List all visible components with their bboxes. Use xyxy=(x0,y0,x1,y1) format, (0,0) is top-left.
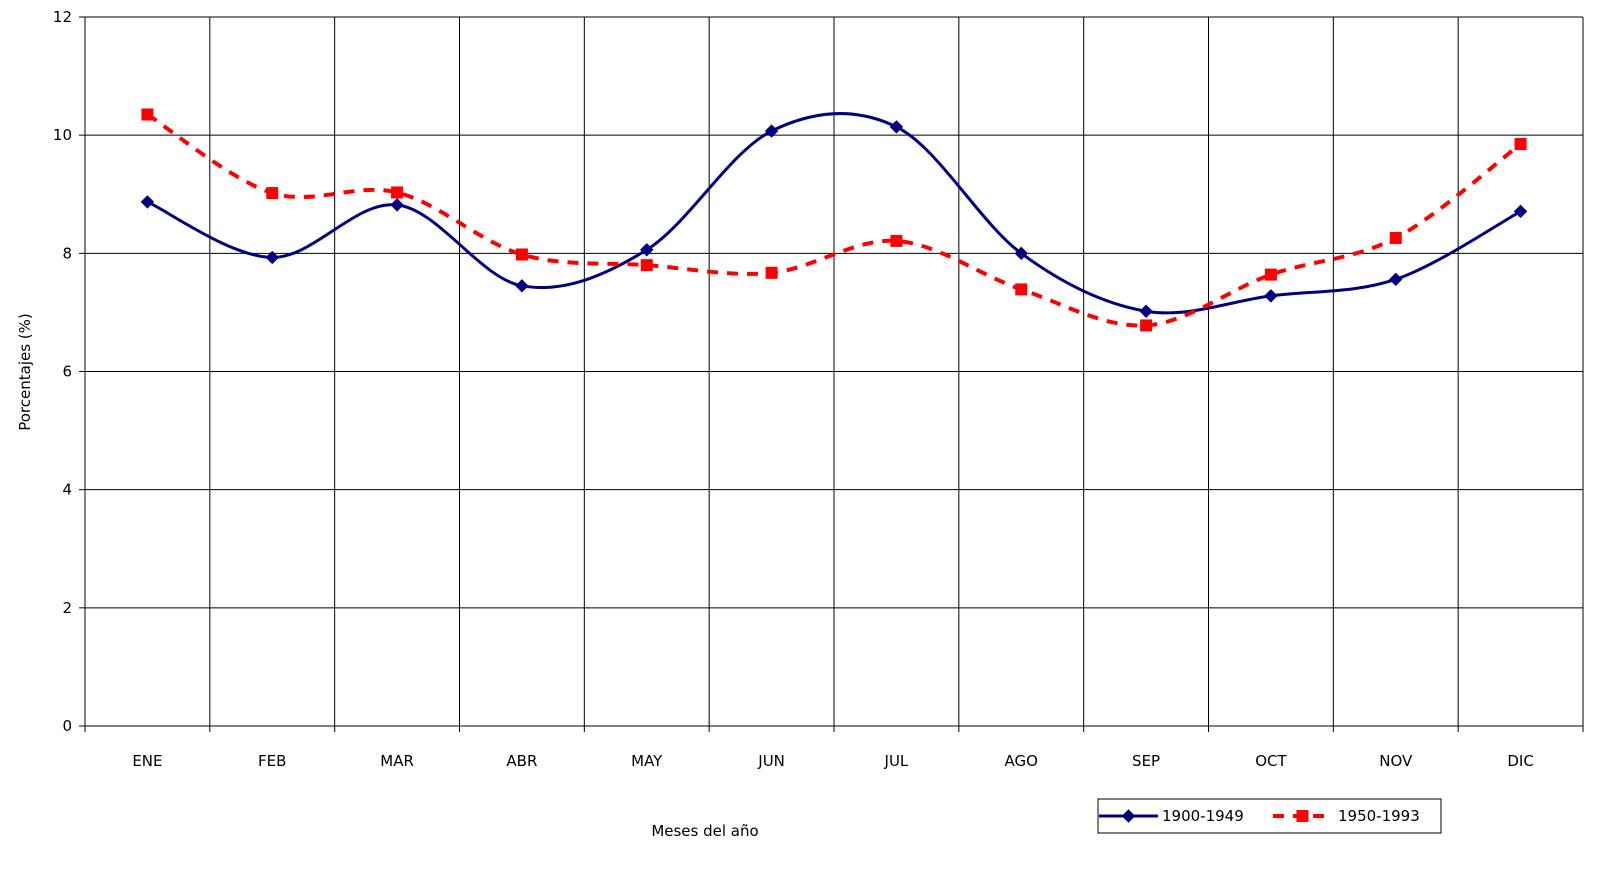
legend: 1900-1949 1950-1993 xyxy=(1097,798,1442,834)
data-point xyxy=(640,259,653,272)
data-point xyxy=(765,266,778,279)
x-tick-label: MAR xyxy=(380,752,414,770)
data-point xyxy=(140,195,155,209)
data-point xyxy=(890,234,903,247)
y-tick-label: 0 xyxy=(62,717,72,735)
x-tick-label: AGO xyxy=(1005,752,1038,770)
y-tick-label: 10 xyxy=(53,126,72,144)
data-point xyxy=(1139,304,1153,318)
legend-entry: 1950-1993 xyxy=(1273,807,1420,825)
data-point xyxy=(265,250,279,265)
legend-marker xyxy=(1296,810,1309,822)
series-1950-1993 xyxy=(141,108,1527,332)
x-tick-label: JUN xyxy=(757,752,785,770)
y-tick-labels: 0 2 4 6 8 10 12 xyxy=(53,8,72,735)
data-point xyxy=(1389,231,1402,244)
data-point xyxy=(515,279,529,293)
y-tick-label: 12 xyxy=(53,8,72,26)
x-tick-label: DIC xyxy=(1507,752,1533,770)
y-axis-title: Porcentajes (%) xyxy=(16,313,34,431)
data-point xyxy=(1264,268,1277,281)
data-point xyxy=(1264,289,1278,303)
y-tick-label: 2 xyxy=(62,599,72,617)
data-point xyxy=(1514,138,1527,151)
x-tick-label: OCT xyxy=(1255,752,1287,770)
series-layer xyxy=(140,108,1528,332)
x-tick-label: MAY xyxy=(631,752,663,770)
series-1900-1949 xyxy=(140,112,1528,318)
x-axis-title: Meses del año xyxy=(651,822,758,840)
data-point xyxy=(1140,319,1153,332)
x-tick-label: NOV xyxy=(1379,752,1413,770)
data-point xyxy=(515,248,528,261)
x-tick-label: JUL xyxy=(884,752,909,770)
data-point xyxy=(764,124,779,138)
legend-marker xyxy=(1121,809,1136,823)
data-point xyxy=(390,198,404,212)
legend-label: 1950-1993 xyxy=(1338,807,1420,825)
data-point xyxy=(1014,246,1028,261)
x-tick-label: FEB xyxy=(258,752,286,770)
y-tick-label: 6 xyxy=(62,363,72,381)
data-point xyxy=(1015,283,1028,296)
legend-entry: 1900-1949 xyxy=(1099,807,1244,825)
data-point xyxy=(889,120,904,134)
x-tick-label: ABR xyxy=(506,752,537,770)
data-point xyxy=(266,187,279,200)
y-tick-label: 8 xyxy=(62,244,72,262)
series-line xyxy=(146,112,1522,328)
data-point xyxy=(640,243,654,257)
data-point xyxy=(141,108,154,121)
legend-label: 1900-1949 xyxy=(1162,807,1244,825)
gridlines xyxy=(85,16,1584,726)
data-point xyxy=(391,186,404,199)
x-tick-label: SEP xyxy=(1132,752,1160,770)
data-point xyxy=(1513,204,1528,219)
data-point xyxy=(1389,272,1403,287)
axes xyxy=(79,16,1584,732)
x-tick-label: ENE xyxy=(132,752,162,770)
y-tick-label: 4 xyxy=(62,481,72,499)
x-tick-labels: ENE FEB MAR ABR MAY JUN JUL AGO SEP OCT NOV DIC xyxy=(132,752,1533,770)
